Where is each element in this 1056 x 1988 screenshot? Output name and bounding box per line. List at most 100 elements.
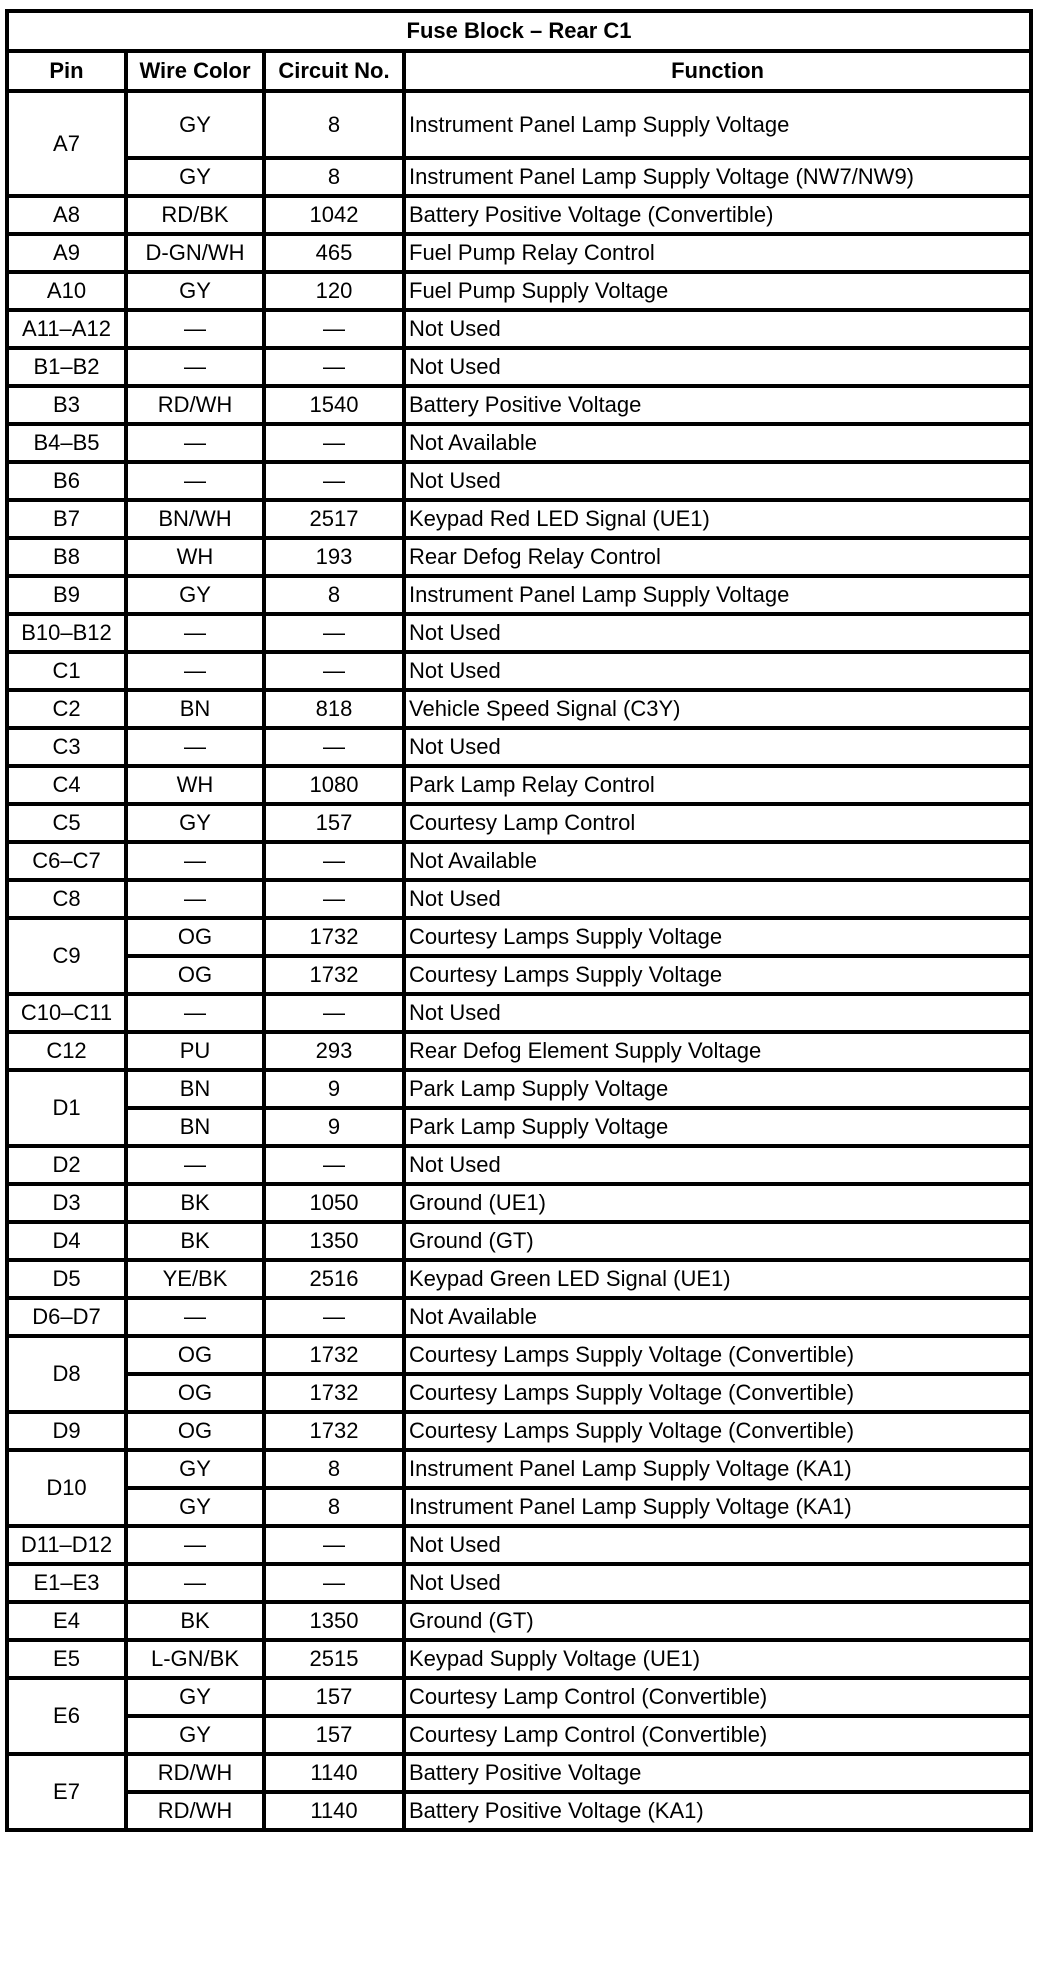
wire-color-cell: — bbox=[124, 1296, 266, 1338]
wire-color-cell: OG bbox=[124, 954, 266, 996]
circuit-cell: 2516 bbox=[262, 1258, 406, 1300]
function-cell: Not Used bbox=[401, 726, 1034, 768]
pin-cell: E5 bbox=[5, 1638, 128, 1680]
wire-color-cell: GY bbox=[124, 156, 266, 198]
wire-color-cell: WH bbox=[124, 764, 266, 806]
table-row: C1— — Not Used bbox=[5, 650, 1034, 692]
pin-cell: B9 bbox=[5, 574, 128, 616]
pin-cell: B3 bbox=[5, 384, 128, 426]
pin-cell: C3 bbox=[5, 726, 128, 768]
function-cell: Courtesy Lamps Supply Voltage bbox=[401, 954, 1034, 996]
table-row: C4 WH 1080 Park Lamp Relay Control bbox=[5, 764, 1034, 806]
wire-color-cell: PU bbox=[124, 1030, 266, 1072]
wire-color-cell: OG bbox=[124, 1372, 266, 1414]
pin-cell: B7 bbox=[5, 498, 128, 540]
header-function: Function bbox=[401, 49, 1034, 93]
circuit-cell: 157 bbox=[262, 1676, 406, 1718]
circuit-cell: 1732 bbox=[262, 1410, 406, 1452]
table-row: B4–B5— — Not Available bbox=[5, 422, 1034, 464]
wire-color-cell: OG bbox=[124, 1334, 266, 1376]
function-cell: Battery Positive Voltage (Convertible) bbox=[401, 194, 1034, 236]
wire-color-cell: BN bbox=[124, 1106, 266, 1148]
table-body: A7 GY 8 Instrument Panel Lamp Supply Voltag… bbox=[5, 89, 1034, 1832]
circuit-cell: — bbox=[262, 726, 406, 768]
pin-cell: A8 bbox=[5, 194, 128, 236]
circuit-cell: 193 bbox=[262, 536, 406, 578]
table-row: B10–B12— — Not Used bbox=[5, 612, 1034, 654]
table-row: B9 GY 8 Instrument Panel Lamp Supply Voltag… bbox=[5, 574, 1034, 616]
wire-color-cell: — bbox=[124, 878, 266, 920]
pin-cell: A10 bbox=[5, 270, 128, 312]
pin-cell: C1 bbox=[5, 650, 128, 692]
table-row: D8 OG 1732 Courtesy Lamps Supply Voltage (C… bbox=[5, 1334, 1034, 1414]
circuit-cell: 8 bbox=[262, 1486, 406, 1528]
table-row: OG 1732 Courtesy Lamps Supply Voltage (Con… bbox=[7, 1372, 1034, 1414]
circuit-cell: 1732 bbox=[262, 954, 406, 996]
function-cell: Battery Positive Voltage (KA1) bbox=[401, 1790, 1034, 1832]
function-cell: Ground (GT) bbox=[401, 1600, 1034, 1642]
pin-cell: D10 bbox=[5, 1448, 128, 1528]
pin-cell: B6 bbox=[5, 460, 128, 502]
pin-cell: E1–E3 bbox=[5, 1562, 128, 1604]
circuit-cell: 1042 bbox=[262, 194, 406, 236]
circuit-cell: 8 bbox=[262, 89, 406, 160]
wire-color-cell: L-GN/BK bbox=[124, 1638, 266, 1680]
table-row: C10–C11— — Not Used bbox=[5, 992, 1034, 1034]
wire-color-cell: — bbox=[124, 840, 266, 882]
header-wire-color: Wire Color bbox=[124, 49, 266, 93]
function-cell: Vehicle Speed Signal (C3Y) bbox=[401, 688, 1034, 730]
pin-cell: A9 bbox=[5, 232, 128, 274]
table-row: D4 BK 1350 Ground (GT) bbox=[5, 1220, 1034, 1262]
function-cell: Courtesy Lamp Control (Convertible) bbox=[401, 1676, 1034, 1718]
pin-cell: D5 bbox=[5, 1258, 128, 1300]
function-cell: Park Lamp Relay Control bbox=[401, 764, 1034, 806]
table-row: E1–E3— — Not Used bbox=[5, 1562, 1034, 1604]
circuit-cell: 9 bbox=[262, 1106, 406, 1148]
function-cell: Not Used bbox=[401, 460, 1034, 502]
title-row: Fuse Block – Rear C1 bbox=[4, 9, 1034, 53]
table-row: B8 WH 193 Rear Defog Relay Control bbox=[5, 536, 1034, 578]
function-cell: Rear Defog Relay Control bbox=[401, 536, 1034, 578]
table-row: D2— — Not Used bbox=[5, 1144, 1034, 1186]
table-row: B6— — Not Used bbox=[5, 460, 1034, 502]
wire-color-cell: GY bbox=[124, 270, 266, 312]
wire-color-cell: BK bbox=[124, 1220, 266, 1262]
connector-pinout-table: Fuse Block – Rear C1 Pin Wire Color Circ… bbox=[4, 9, 1034, 1832]
table-row: GY 8 Instrument Panel Lamp Supply Voltage … bbox=[7, 156, 1034, 198]
wire-color-cell: GY bbox=[124, 1448, 266, 1490]
table-row: D6–D7— — Not Available bbox=[5, 1296, 1034, 1338]
table-row: RD/WH 1140 Battery Positive Voltage (KA1) bbox=[7, 1790, 1034, 1832]
table-row: GY 157 Courtesy Lamp Control (Convertible) bbox=[7, 1714, 1034, 1756]
function-cell: Keypad Supply Voltage (UE1) bbox=[401, 1638, 1034, 1680]
pin-cell: D6–D7 bbox=[5, 1296, 128, 1338]
wire-color-cell: RD/WH bbox=[124, 1752, 266, 1794]
table-row: E5 L-GN/BK 2515 Keypad Supply Voltage (UE1) bbox=[5, 1638, 1034, 1680]
circuit-cell: — bbox=[262, 650, 406, 692]
circuit-cell: 1080 bbox=[262, 764, 406, 806]
circuit-cell: 1140 bbox=[262, 1752, 406, 1794]
function-cell: Courtesy Lamp Control (Convertible) bbox=[401, 1714, 1034, 1756]
function-cell: Fuel Pump Relay Control bbox=[401, 232, 1034, 274]
pin-cell: B4–B5 bbox=[5, 422, 128, 464]
pin-cell: C8 bbox=[5, 878, 128, 920]
circuit-cell: 293 bbox=[262, 1030, 406, 1072]
table-row: D9 OG 1732 Courtesy Lamps Supply Voltage (C… bbox=[5, 1410, 1034, 1452]
function-cell: Keypad Red LED Signal (UE1) bbox=[401, 498, 1034, 540]
wire-color-cell: GY bbox=[124, 574, 266, 616]
pin-cell: B10–B12 bbox=[5, 612, 128, 654]
table-row: D11–D12— — Not Used bbox=[5, 1524, 1034, 1566]
table-row: B1–B2— — Not Used bbox=[5, 346, 1034, 388]
wire-color-cell: BN bbox=[124, 1068, 266, 1110]
pin-cell: D4 bbox=[5, 1220, 128, 1262]
circuit-cell: — bbox=[262, 308, 406, 350]
wire-color-cell: GY bbox=[124, 802, 266, 844]
pin-cell: C6–C7 bbox=[5, 840, 128, 882]
wire-color-cell: BN/WH bbox=[124, 498, 266, 540]
circuit-cell: 1140 bbox=[262, 1790, 406, 1832]
table-row: D10 GY 8 Instrument Panel Lamp Supply Volta… bbox=[5, 1448, 1034, 1528]
pin-cell: A11–A12 bbox=[5, 308, 128, 350]
table-row: A10 GY 120 Fuel Pump Supply Voltage bbox=[5, 270, 1034, 312]
table-title: Fuse Block – Rear C1 bbox=[4, 9, 1034, 53]
circuit-cell: — bbox=[262, 1144, 406, 1186]
table-row: C2 BN 818 Vehicle Speed Signal (C3Y) bbox=[5, 688, 1034, 730]
